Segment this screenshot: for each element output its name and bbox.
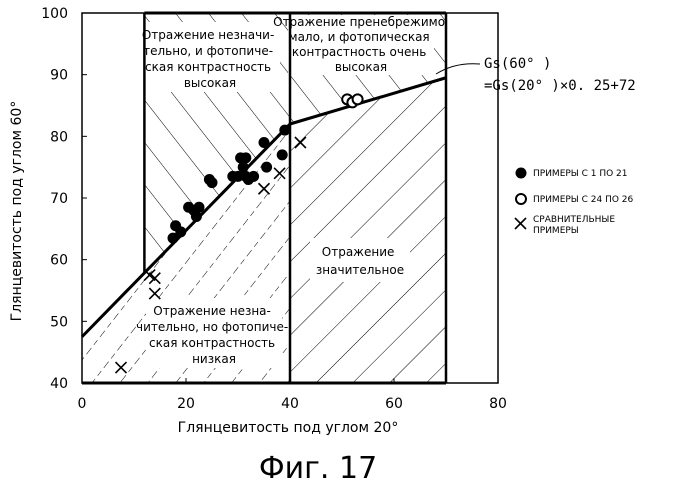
y-tick-label-100: 100 — [41, 6, 68, 22]
equation-line-2: =Gs(20° )×0. 25+72 — [484, 78, 636, 94]
point-filled-18 — [259, 137, 270, 148]
region-top-right-line-2: мало, и фотопическая — [289, 30, 430, 44]
point-open-3 — [353, 94, 363, 104]
region-bottom-right-hatch — [290, 78, 446, 383]
point-filled-21 — [279, 125, 290, 136]
y-tick-label-50: 50 — [50, 314, 68, 330]
point-filled-16 — [240, 152, 251, 163]
y-tick-label-90: 90 — [50, 68, 68, 84]
region-bottom-left-line-4: низкая — [192, 352, 236, 366]
y-axis-title: Глянцевитость под углом 60° — [9, 101, 25, 322]
x-axis-title: Глянцевитость под углом 20° — [178, 420, 399, 436]
point-filled-20 — [277, 149, 288, 160]
region-bottom-right-line-2: значительное — [316, 263, 404, 277]
region-top-left-line-2: тельно, и фотопиче- — [143, 44, 273, 58]
point-filled-13 — [238, 162, 249, 173]
region-bottom-left-line-1: Отражение незна- — [153, 304, 271, 318]
legend-marker-x — [515, 218, 526, 229]
legend-label-examples-1-21: ПРИМЕРЫ С 1 ПО 21 — [533, 169, 628, 179]
legend-label-comparative: СРАВНИТЕЛЬНЫЕ — [533, 215, 615, 225]
x-tick-label-20: 20 — [177, 396, 195, 412]
x-tick-label-40: 40 — [281, 396, 299, 412]
point-filled-17 — [248, 171, 259, 182]
point-filled-3 — [175, 226, 186, 237]
y-tick-label-40: 40 — [50, 376, 68, 392]
point-filled-19 — [261, 162, 272, 173]
y-tick-label-80: 80 — [50, 129, 68, 145]
legend-label-comparative-2: ПРИМЕРЫ — [533, 226, 579, 236]
legend-marker-filled-circle — [516, 168, 527, 179]
region-top-right-line-3: контрастность очень — [292, 45, 426, 59]
region-top-left-line-3: ская контрастность — [145, 60, 271, 74]
region-top-right-line-1: Отражение пренебрежимо — [273, 15, 445, 29]
y-tick-label-70: 70 — [50, 191, 68, 207]
region-bottom-right-line-1: Отражение — [322, 245, 395, 259]
legend-marker-open-circle — [516, 194, 526, 204]
equation-line-1: Gs(60° ) — [484, 56, 551, 72]
figure-caption: Фиг. 17 — [259, 451, 377, 486]
region-bottom-left-line-2: чительно, но фотопиче- — [136, 320, 288, 334]
legend: ПРИМЕРЫ С 1 ПО 21 ПРИМЕРЫ С 24 ПО 26 СРА… — [515, 168, 634, 237]
point-filled-6 — [191, 211, 202, 222]
equation-label: Gs(60° ) =Gs(20° )×0. 25+72 — [484, 56, 636, 94]
x-tick-label-80: 80 — [489, 396, 507, 412]
region-top-right-line-4: высокая — [335, 60, 387, 74]
x-tick-label-60: 60 — [385, 396, 403, 412]
x-tick-label-0: 0 — [78, 396, 87, 412]
y-tick-label-60: 60 — [50, 253, 68, 269]
region-top-left-line-1: Отражение незначи- — [142, 28, 274, 42]
region-bottom-left-line-3: ская контрастность — [149, 336, 275, 350]
point-filled-7 — [194, 202, 205, 213]
point-filled-9 — [207, 177, 218, 188]
region-top-left-line-4: высокая — [184, 76, 236, 90]
legend-label-examples-24-26: ПРИМЕРЫ С 24 ПО 26 — [533, 195, 634, 205]
